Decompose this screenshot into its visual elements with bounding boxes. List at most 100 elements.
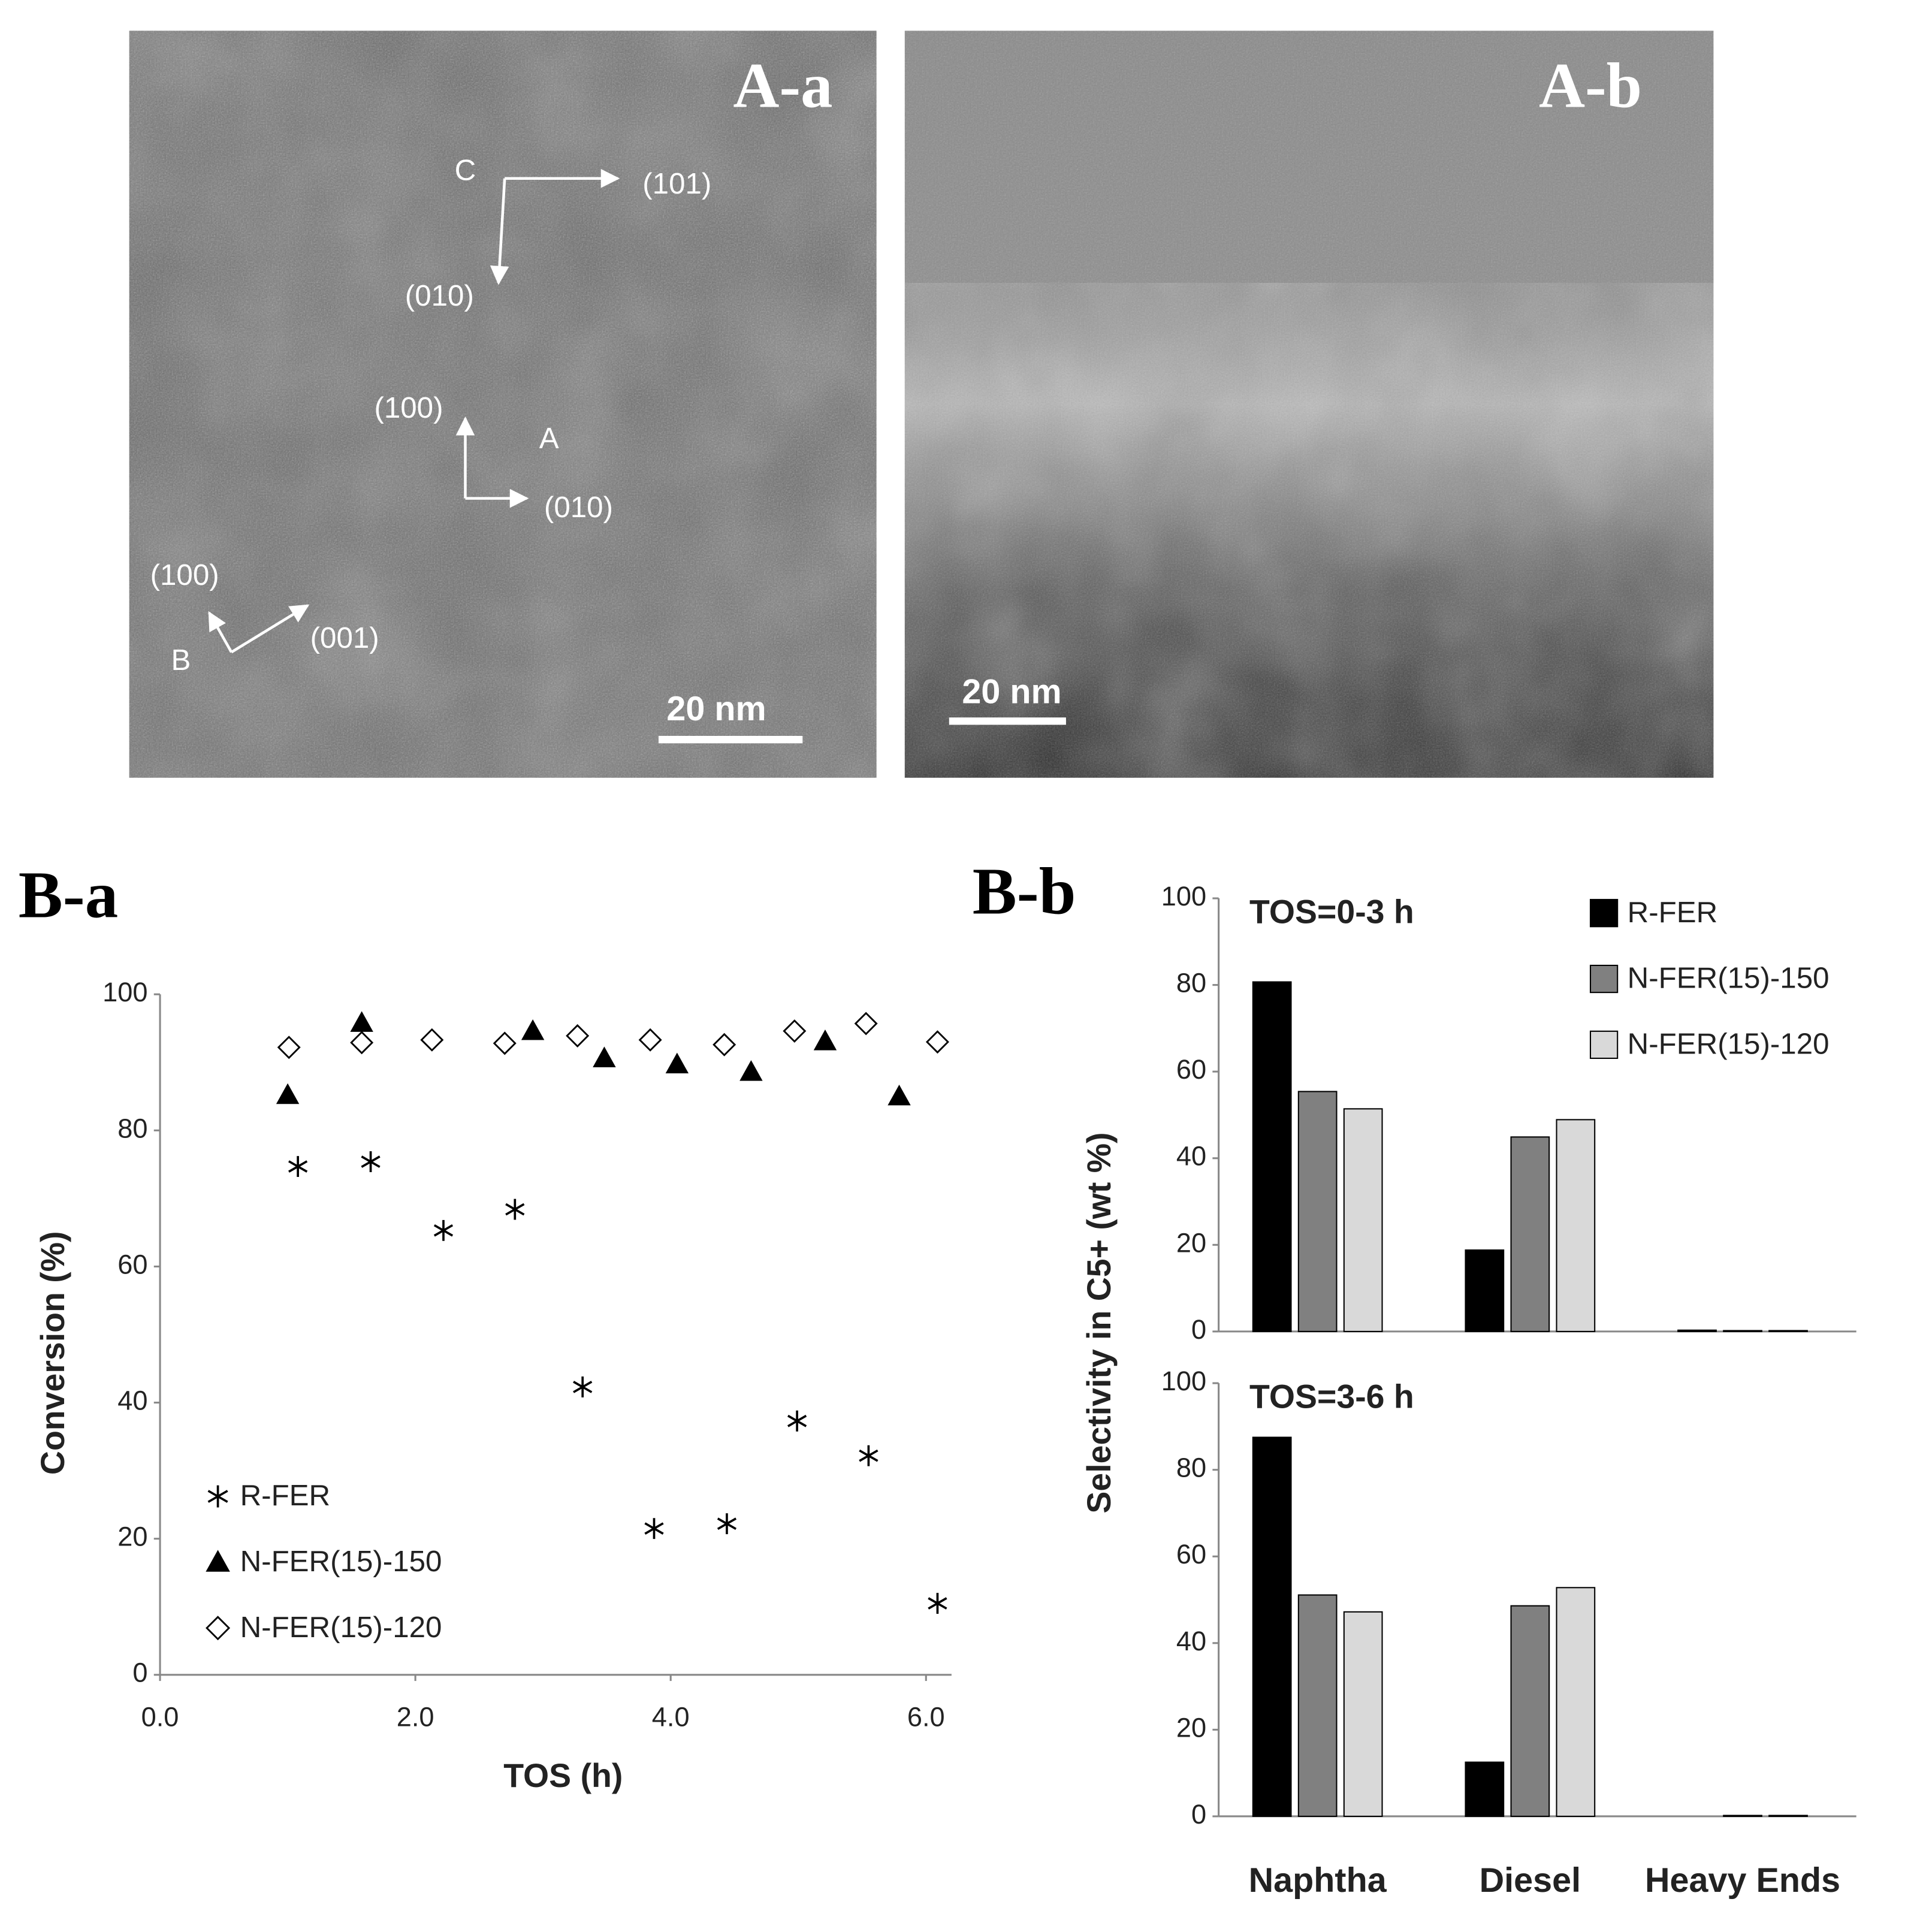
annotation: (001)	[310, 621, 379, 654]
bar	[1677, 1329, 1717, 1332]
annotation: (010)	[544, 491, 613, 524]
image-noise	[129, 31, 877, 778]
bar	[1556, 1587, 1596, 1817]
legend-label: N-FER(15)-120	[1628, 1027, 1829, 1060]
tem-image-a: A-a C (101) (010) (100) A (010) (100) B …	[129, 31, 877, 778]
tem-image-b: A-b 20 nm	[904, 31, 1714, 778]
data-point	[887, 1084, 911, 1106]
image-label: A-b	[1539, 51, 1642, 122]
x-tick-label: 6.0	[907, 1702, 945, 1732]
data-point	[739, 1060, 763, 1081]
panel-label: B-a	[19, 858, 118, 932]
y-axis-label: Conversion (%)	[34, 1231, 71, 1475]
y-tick-label: 0	[1191, 1799, 1206, 1830]
bar	[1252, 1436, 1292, 1817]
data-point	[276, 1083, 300, 1104]
chart-title: TOS=3-6 h	[1249, 1378, 1414, 1415]
annotation: B	[171, 644, 191, 677]
image-label: A-a	[733, 51, 832, 122]
arrow	[208, 611, 233, 653]
y-tick-label: 60	[1176, 1054, 1206, 1085]
x-axis-label: TOS (h)	[503, 1757, 623, 1794]
bar	[1297, 1594, 1338, 1817]
y-tick-label: 80	[117, 1113, 147, 1143]
y-tick-label: 100	[1161, 1366, 1206, 1396]
data-point	[859, 1445, 878, 1466]
data-point	[638, 1028, 662, 1052]
y-tick-label: 100	[1161, 881, 1206, 911]
data-point	[505, 1199, 525, 1220]
x-tick-label: 4.0	[652, 1702, 690, 1732]
data-point	[493, 1031, 517, 1055]
legend-label: R-FER	[240, 1479, 331, 1512]
annotation: (100)	[150, 559, 219, 591]
bar	[1768, 1330, 1808, 1332]
x-tick-label: Diesel	[1480, 1861, 1581, 1900]
annotation: (010)	[405, 279, 474, 312]
y-tick-label: 0	[1191, 1314, 1206, 1345]
bar	[1510, 1605, 1550, 1817]
y-tick-label: 60	[1176, 1539, 1206, 1569]
legend-marker	[207, 1485, 228, 1508]
y-tick-label: 80	[1176, 1453, 1206, 1483]
data-point	[925, 1030, 949, 1054]
bar	[1343, 1108, 1383, 1332]
annotation: C	[455, 154, 476, 187]
legend-marker	[206, 1616, 231, 1641]
y-axis-label: Selectivity in C5+ (wt %)	[1080, 1132, 1118, 1513]
data-point	[573, 1376, 593, 1397]
data-point	[665, 1052, 689, 1074]
data-point	[928, 1593, 947, 1614]
annotation: A	[539, 422, 559, 455]
scale-bar-label: 20 nm	[962, 672, 1061, 711]
data-point	[288, 1156, 308, 1177]
data-point	[361, 1151, 381, 1173]
bar	[1252, 981, 1292, 1332]
data-point	[593, 1046, 616, 1067]
data-point	[433, 1219, 454, 1241]
panel-label: B-b	[973, 855, 1076, 928]
legend-label: N-FER(15)-120	[240, 1611, 442, 1644]
data-point	[717, 1513, 737, 1535]
bar	[1465, 1761, 1505, 1817]
legend-label: R-FER	[1628, 896, 1718, 929]
data-point	[420, 1028, 444, 1052]
annotation: (100)	[374, 391, 443, 424]
data-point	[277, 1036, 301, 1059]
x-tick-label: 2.0	[397, 1702, 434, 1732]
y-tick-label: 40	[1176, 1141, 1206, 1172]
data-point	[854, 1012, 878, 1036]
bar	[1556, 1119, 1596, 1332]
y-tick-label: 20	[1176, 1227, 1206, 1258]
y-tick-label: 40	[1176, 1626, 1206, 1656]
bar	[1465, 1249, 1505, 1332]
bar	[1723, 1330, 1762, 1332]
y-tick-label: 100	[102, 977, 147, 1007]
arrow	[490, 178, 509, 285]
data-point	[350, 1031, 374, 1055]
annotation: (101)	[642, 167, 711, 200]
x-tick-label: 0.0	[141, 1702, 179, 1732]
legend-label: N-FER(15)-150	[240, 1545, 442, 1578]
y-tick-label: 20	[1176, 1712, 1206, 1743]
chart-title: TOS=0-3 h	[1249, 893, 1414, 930]
x-tick-label: Naphtha	[1249, 1861, 1387, 1900]
scale-bar-label: 20 nm	[666, 690, 766, 728]
data-point	[787, 1410, 807, 1432]
y-tick-label: 40	[117, 1385, 147, 1416]
data-point	[644, 1518, 664, 1539]
legend-marker	[206, 1550, 230, 1572]
data-point	[783, 1019, 807, 1043]
image-noise	[904, 31, 1714, 778]
y-tick-label: 60	[117, 1249, 147, 1279]
legend-swatch	[1589, 1030, 1619, 1059]
data-point	[521, 1019, 545, 1040]
bar	[1510, 1136, 1550, 1332]
data-point	[813, 1030, 837, 1050]
legend-swatch	[1589, 899, 1619, 928]
legend-swatch	[1589, 964, 1619, 994]
bar	[1297, 1091, 1338, 1332]
bar	[1343, 1611, 1383, 1817]
